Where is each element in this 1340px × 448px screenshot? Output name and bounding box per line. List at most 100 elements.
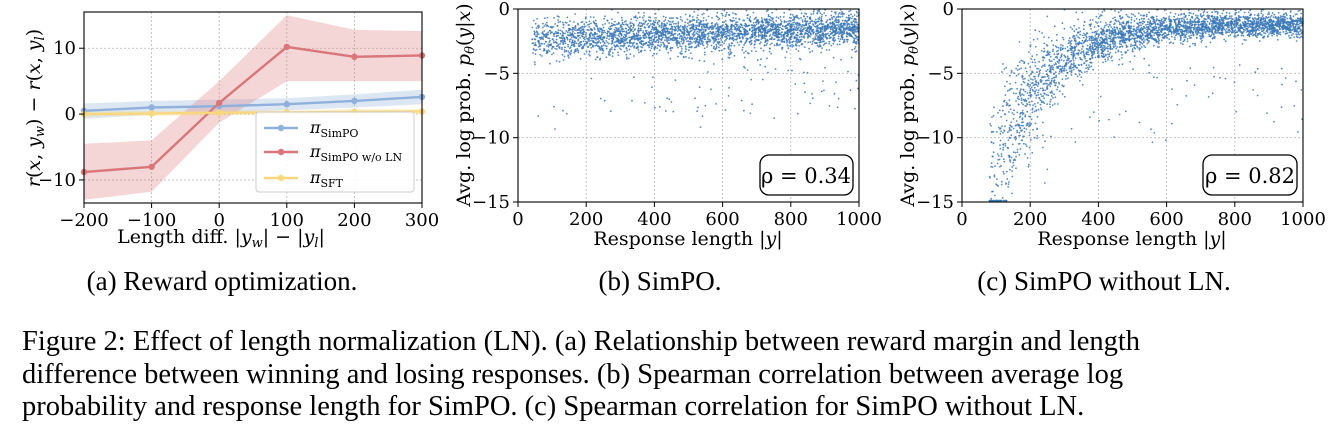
scatter-point [843, 19, 846, 22]
scatter-point [663, 28, 665, 31]
scatter-point [735, 17, 737, 20]
scatter-point [1061, 78, 1064, 80]
scatter-point [656, 47, 659, 49]
scatter-point [1024, 90, 1027, 93]
scatter-point [643, 26, 646, 29]
scatter-point [1271, 34, 1273, 37]
scatter-point [614, 36, 617, 39]
scatter-point [547, 37, 549, 39]
scatter-point [740, 23, 742, 26]
scatter-point [803, 15, 805, 18]
scatter-point [562, 43, 565, 45]
scatter-point [1209, 18, 1212, 21]
scatter-point [791, 24, 793, 26]
scatter-point [721, 36, 724, 38]
scatter-point [680, 53, 682, 55]
scatter-point [830, 14, 833, 17]
scatter-point [696, 14, 699, 17]
scatter-point [701, 26, 703, 29]
scatter-point [542, 22, 544, 25]
scatter-point [720, 31, 723, 34]
scatter-point [534, 31, 536, 34]
scatter-point [1244, 21, 1247, 24]
scatter-point [1211, 92, 1214, 95]
scatter-point [688, 33, 690, 36]
scatter-point [729, 53, 732, 55]
scatter-point [1039, 103, 1042, 106]
scatter-point [1024, 114, 1027, 116]
scatter-point [768, 30, 771, 33]
scatter-point [735, 25, 738, 28]
scatter-point [799, 39, 802, 42]
scatter-point [755, 39, 758, 42]
scatter-point [1186, 38, 1189, 40]
scatter-point [693, 33, 696, 36]
scatter-point [619, 32, 622, 35]
scatter-point [1225, 28, 1228, 30]
scatter-point [535, 30, 538, 33]
scatter-point [677, 22, 680, 25]
scatter-point [730, 27, 733, 30]
scatter-point [1015, 124, 1018, 126]
scatter-point [658, 31, 661, 34]
scatter-point [796, 41, 799, 44]
scatter-point [856, 28, 859, 31]
scatter-point [545, 52, 548, 55]
scatter-point [698, 38, 701, 41]
scatter-point [770, 28, 773, 31]
scatter-point [654, 19, 657, 22]
scatter-point [580, 40, 583, 43]
scatter-point [714, 32, 717, 35]
scatter-point [1021, 93, 1023, 96]
scatter-point [819, 34, 822, 37]
scatter-point [589, 54, 591, 57]
scatter-point [620, 25, 623, 28]
scatter-point [717, 38, 720, 41]
scatter-point [809, 35, 811, 38]
scatter-point [568, 51, 571, 54]
scatter-point [837, 37, 840, 40]
scatter-point [689, 38, 691, 40]
scatter-point [834, 39, 837, 41]
scatter-point [748, 24, 751, 27]
scatter-point [625, 47, 628, 49]
scatter-point [671, 47, 674, 49]
scatter-point [806, 15, 809, 18]
scatter-point [1008, 129, 1011, 132]
scatter-point [637, 37, 640, 39]
scatter-point [1008, 111, 1010, 113]
scatter-point [1120, 9, 1122, 12]
scatter-point [1290, 34, 1293, 37]
scatter-point [543, 25, 546, 27]
scatter-point [712, 47, 715, 50]
scatter-point [670, 101, 673, 103]
scatter-point [709, 30, 712, 33]
y-tick-label: 10 [53, 38, 76, 59]
scatter-point [795, 36, 798, 39]
scatter-point [738, 44, 740, 46]
scatter-point [570, 52, 572, 55]
scatter-point [855, 10, 858, 13]
scatter-point [750, 78, 753, 81]
scatter-point [698, 42, 701, 45]
scatter-point [1000, 130, 1002, 133]
scatter-point [568, 56, 570, 59]
scatter-point [765, 26, 768, 29]
scatter-point [633, 45, 636, 48]
scatter-point [1146, 38, 1148, 41]
scatter-point [711, 31, 714, 34]
scatter-point [619, 44, 622, 47]
scatter-point [624, 36, 626, 39]
scatter-point [571, 39, 574, 42]
scatter-point [753, 33, 756, 36]
scatter-point [703, 47, 706, 50]
scatter-point [536, 35, 538, 38]
scatter-point [1059, 48, 1062, 50]
scatter-point [661, 29, 663, 32]
scatter-point [743, 52, 745, 54]
scatter-point [549, 62, 551, 65]
scatter-point [639, 36, 642, 39]
scatter-point [768, 38, 771, 40]
scatter-point [1011, 112, 1014, 114]
scatter-point [599, 97, 602, 100]
